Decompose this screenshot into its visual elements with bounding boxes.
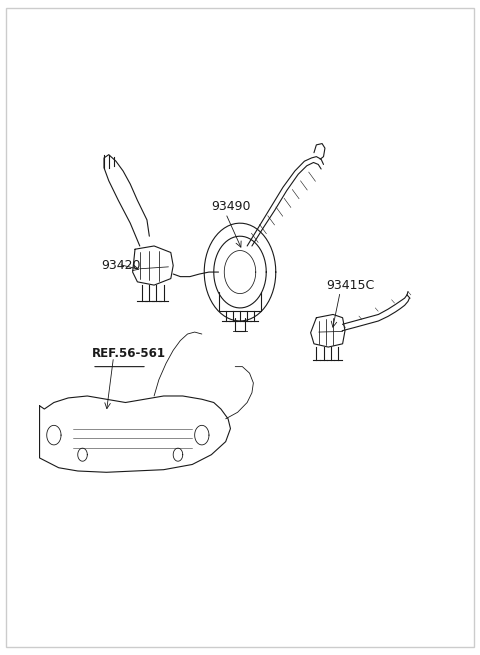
Text: 93420: 93420: [102, 259, 141, 272]
Text: REF.56-561: REF.56-561: [92, 347, 166, 360]
Text: 93490: 93490: [211, 200, 251, 214]
Text: 93415C: 93415C: [326, 278, 374, 291]
